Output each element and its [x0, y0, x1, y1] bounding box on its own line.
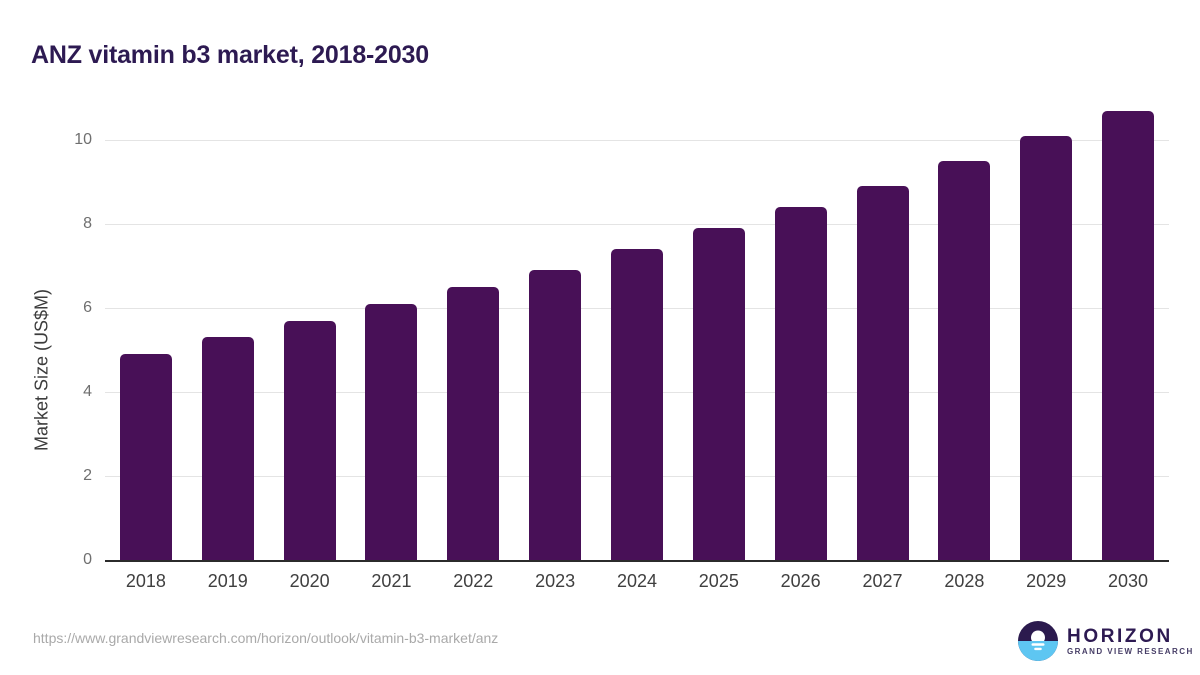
gridline-10: [105, 140, 1169, 141]
x-tick-label-2020: 2020: [289, 571, 330, 591]
bar-slot-2029: [1005, 100, 1087, 560]
bar-slot-2025: [678, 100, 760, 560]
logo-tagline: GRAND VIEW RESEARCH: [1067, 646, 1194, 656]
x-tick-label-2030: 2030: [1108, 571, 1149, 591]
y-tick-label-8: 8: [83, 215, 92, 232]
bar-slot-2022: [432, 100, 514, 560]
bar-2030: [1102, 110, 1155, 560]
gridline-8: [105, 224, 1169, 225]
bar-2029: [1020, 135, 1073, 560]
bar-2020: [283, 320, 336, 560]
bar-2022: [447, 287, 500, 560]
x-tick-label-2027: 2027: [862, 571, 903, 591]
chart-title: ANZ vitamin b3 market, 2018-2030: [31, 40, 429, 69]
x-tick-label-2028: 2028: [944, 571, 985, 591]
x-tick-label-2025: 2025: [698, 571, 739, 591]
x-tick-label-2021: 2021: [371, 571, 412, 591]
bar-slot-2024: [596, 100, 678, 560]
x-tick-label-2022: 2022: [453, 571, 494, 591]
bar-2025: [692, 228, 745, 560]
y-tick-label-0: 0: [83, 551, 92, 568]
bar-2019: [201, 337, 254, 560]
bar-slot-2026: [760, 100, 842, 560]
brand-logo: HORIZON GRAND VIEW RESEARCH: [1018, 621, 1194, 661]
plot-area: [105, 100, 1169, 562]
x-tick-label-2018: 2018: [125, 571, 166, 591]
x-tick-label-2019: 2019: [207, 571, 248, 591]
y-tick-label-4: 4: [83, 383, 92, 400]
bar-slot-2028: [923, 100, 1005, 560]
logo-text: HORIZON GRAND VIEW RESEARCH: [1067, 626, 1194, 657]
bar-2018: [119, 354, 172, 560]
horizon-sun-icon: [1018, 621, 1058, 661]
bar-slot-2020: [269, 100, 351, 560]
bar-2028: [938, 161, 991, 560]
x-axis-ticks: 2018 2019 2020 2021 2022 2023 2024 2025 2026 2027…: [105, 571, 1169, 592]
logo-brand-name: HORIZON: [1067, 625, 1173, 647]
x-tick-label-2029: 2029: [1026, 571, 1067, 591]
y-tick-label-10: 10: [74, 131, 92, 148]
bar-2021: [365, 303, 418, 560]
y-tick-label-6: 6: [83, 299, 92, 316]
x-tick-label-2026: 2026: [780, 571, 821, 591]
bar-2024: [610, 249, 663, 560]
bar-slot-2019: [187, 100, 269, 560]
bar-slot-2021: [351, 100, 433, 560]
bar-slot-2023: [514, 100, 596, 560]
x-tick-label-2024: 2024: [616, 571, 657, 591]
bar-slot-2030: [1087, 100, 1169, 560]
y-tick-label-2: 2: [83, 467, 92, 484]
source-url: https://www.grandviewresearch.com/horizo…: [33, 630, 499, 646]
bar-slot-2018: [105, 100, 187, 560]
x-tick-label-2023: 2023: [535, 571, 576, 591]
bar-2027: [856, 186, 909, 560]
bar-2023: [529, 270, 582, 560]
bar-series: [105, 100, 1169, 560]
bar-2026: [774, 207, 827, 560]
bar-slot-2027: [842, 100, 924, 560]
